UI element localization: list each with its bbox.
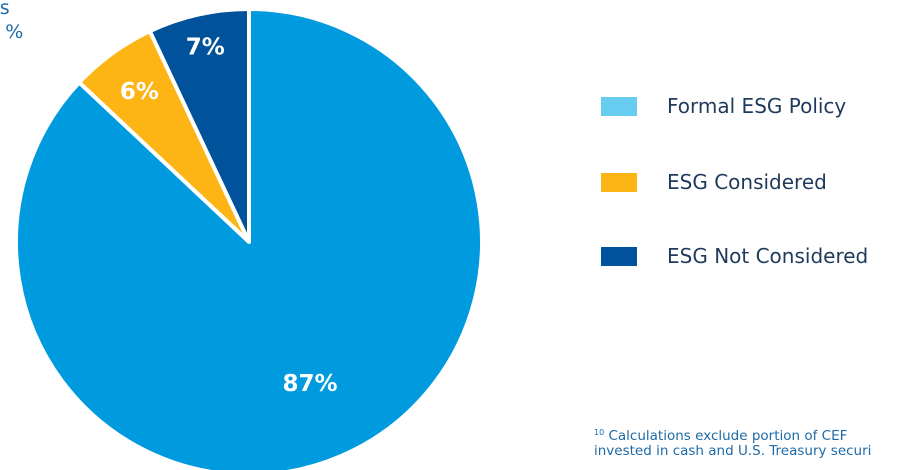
footnote-line-2: invested in cash and U.S. Treasury secur… (594, 443, 872, 459)
heading-line-2: y % (0, 21, 24, 43)
pie-slice-formal-esg-policy (14, 7, 484, 470)
legend-label: Formal ESG Policy (667, 94, 847, 118)
footnote: 10 Calculations exclude portion of CEF i… (594, 425, 908, 459)
chart-heading-fragment: rs y % (0, 0, 23, 44)
slice-label-formal-esg-policy: 87% (283, 371, 338, 397)
legend-swatch (601, 247, 637, 266)
footnote-mark: 10 (594, 428, 605, 437)
legend-label: ESG Considered (667, 170, 827, 194)
footnote-line-1: Calculations exclude portion of CEF (608, 428, 848, 444)
legend-label: ESG Not Considered (667, 244, 869, 268)
heading-line-1: rs (0, 0, 10, 19)
slice-label-esg-considered: 6% (120, 79, 159, 105)
legend-swatch (601, 97, 637, 116)
legend-swatch (601, 173, 637, 192)
slice-label-esg-not-considered: 7% (186, 34, 225, 60)
